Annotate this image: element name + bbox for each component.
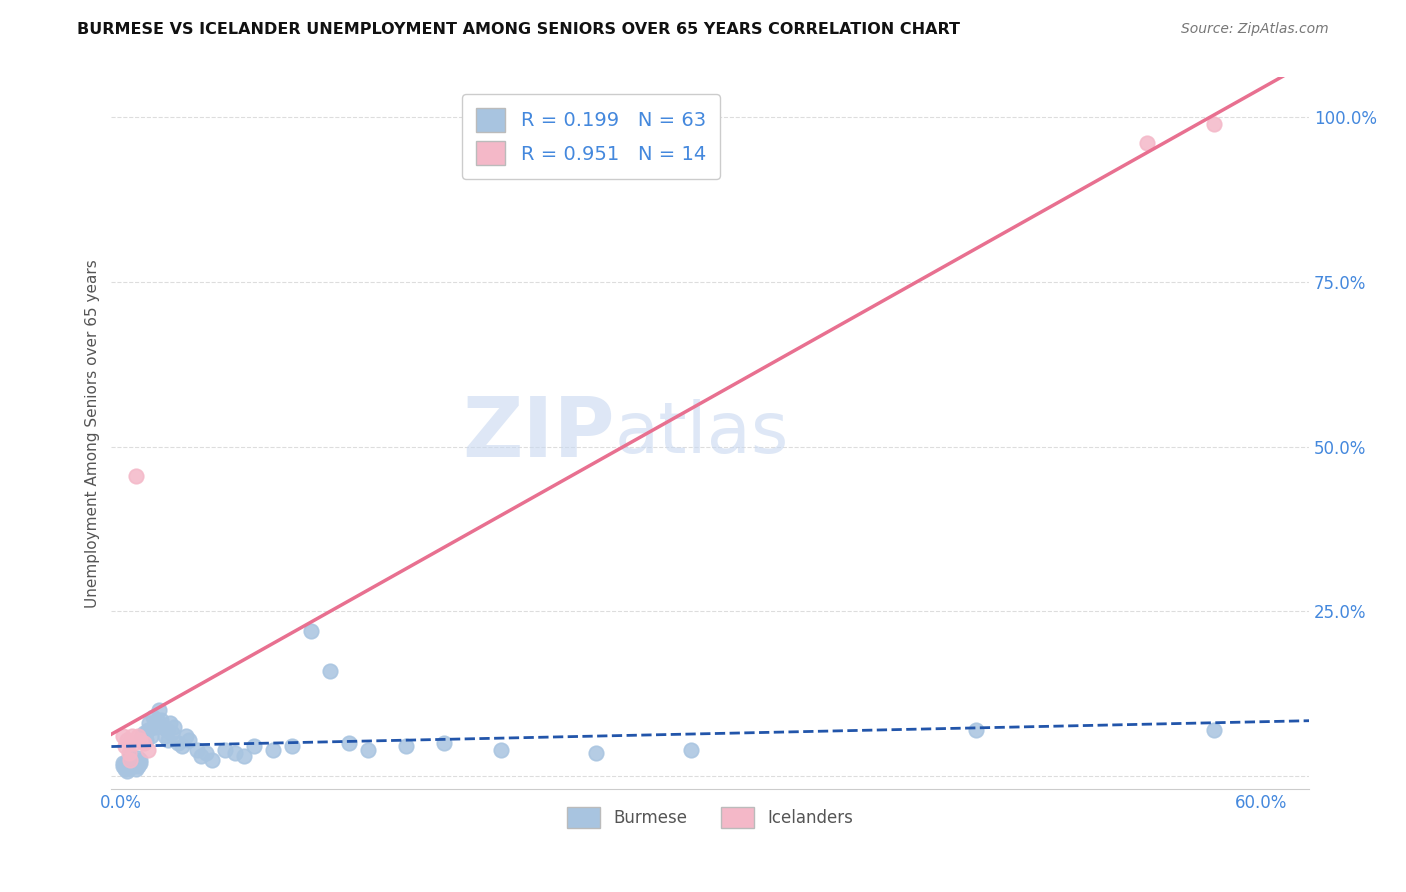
Point (115, 764, 138, 778)
Point (155, 723, 177, 737)
Point (114, 757, 136, 772)
Point (122, 757, 145, 772)
Legend: Burmese, Icelanders: Burmese, Icelanders (561, 801, 860, 834)
Point (120, 749, 142, 764)
Point (121, 756, 143, 770)
Point (433, 736, 456, 750)
Y-axis label: Unemployment Among Seniors over 65 years: Unemployment Among Seniors over 65 years (86, 259, 100, 607)
Point (122, 736, 145, 750)
Point (395, 739, 418, 754)
Point (186, 742, 208, 756)
Point (127, 750, 149, 764)
Point (135, 732, 157, 747)
Point (157, 732, 180, 747)
Point (117, 746, 139, 760)
Point (115, 755, 138, 769)
Point (125, 755, 148, 769)
Point (159, 716, 181, 731)
Point (111, 756, 134, 770)
Point (114, 763, 136, 777)
Point (132, 736, 155, 750)
Point (163, 720, 186, 734)
Point (174, 730, 197, 744)
Point (125, 763, 148, 777)
Point (965, 723, 987, 737)
Point (148, 703, 170, 717)
Point (136, 723, 159, 737)
Point (141, 730, 163, 744)
Point (1202, 117, 1225, 131)
Point (115, 732, 138, 747)
Point (195, 746, 218, 760)
Point (111, 730, 134, 744)
Point (357, 742, 380, 756)
Point (299, 624, 322, 638)
Point (281, 739, 304, 754)
Point (337, 736, 360, 750)
Point (127, 759, 149, 773)
Point (1136, 136, 1159, 151)
Point (120, 753, 142, 767)
Point (131, 730, 153, 744)
Point (1202, 723, 1225, 737)
Point (114, 739, 136, 754)
Point (127, 730, 149, 744)
Point (214, 742, 236, 756)
Point (233, 749, 256, 764)
Point (132, 726, 155, 740)
Point (190, 749, 212, 764)
Point (262, 742, 284, 756)
Point (585, 746, 607, 760)
Text: Source: ZipAtlas.com: Source: ZipAtlas.com (1181, 22, 1329, 37)
Point (125, 469, 148, 483)
Point (179, 732, 201, 747)
Text: atlas: atlas (614, 399, 789, 467)
Point (170, 739, 193, 754)
Point (146, 713, 169, 727)
Point (129, 753, 152, 767)
Point (152, 720, 174, 734)
Text: BURMESE VS ICELANDER UNEMPLOYMENT AMONG SENIORS OVER 65 YEARS CORRELATION CHART: BURMESE VS ICELANDER UNEMPLOYMENT AMONG … (77, 22, 960, 37)
Point (138, 716, 160, 731)
Point (201, 753, 224, 767)
Point (122, 759, 145, 773)
Point (136, 742, 159, 756)
Point (117, 761, 139, 775)
Point (243, 739, 266, 754)
Point (153, 730, 176, 744)
Point (111, 759, 134, 773)
Point (489, 742, 512, 756)
Point (121, 730, 143, 744)
Point (121, 753, 143, 767)
Point (319, 664, 342, 678)
Point (117, 753, 139, 767)
Point (129, 756, 152, 770)
Point (149, 713, 172, 727)
Point (162, 726, 184, 740)
Point (129, 732, 152, 747)
Point (167, 736, 190, 750)
Point (142, 710, 165, 724)
Point (681, 742, 703, 756)
Point (224, 746, 246, 760)
Point (143, 720, 166, 734)
Point (120, 759, 142, 773)
Text: ZIP: ZIP (463, 392, 614, 474)
